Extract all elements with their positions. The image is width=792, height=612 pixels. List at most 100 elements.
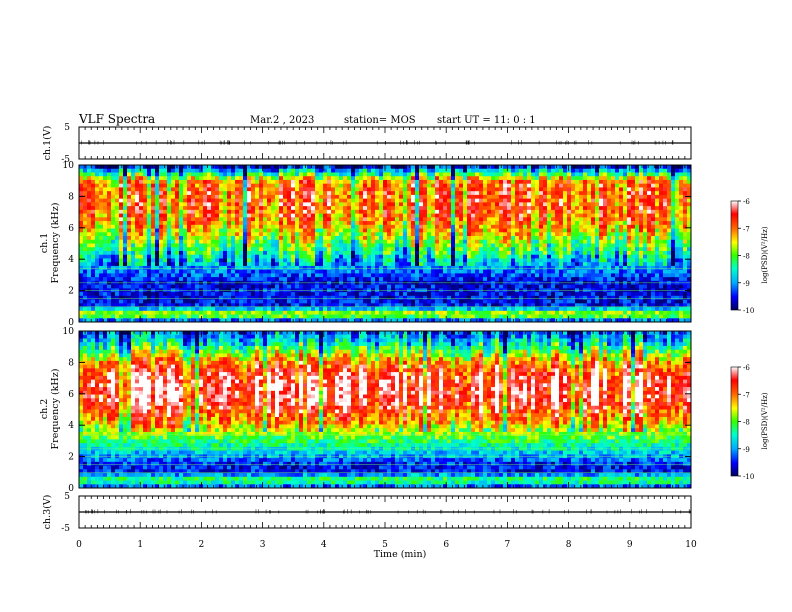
- spectrogram-ch1-cell: [531, 284, 536, 289]
- spectrogram-ch1-cell: [443, 239, 448, 244]
- spectrogram-ch1-cell: [247, 232, 252, 237]
- spectrogram-ch1-cell: [415, 239, 420, 244]
- spectrogram-ch1-cell: [371, 206, 376, 211]
- spectrogram-ch1-cell: [91, 277, 96, 282]
- spectrogram-ch1-cell: [119, 209, 124, 214]
- spectrogram-ch1-cell: [111, 265, 116, 271]
- spectrogram-ch1-cell: [87, 307, 92, 312]
- spectrogram-ch1-cell: [283, 277, 288, 282]
- spectrogram-ch1-cell: [535, 314, 540, 319]
- spectrogram-ch1-cell: [255, 187, 260, 192]
- spectrogram-ch1-cell: [391, 172, 396, 177]
- spectrogram-ch1-cell: [287, 187, 292, 192]
- spectrogram-ch1-cell: [543, 183, 548, 188]
- spectrogram-ch1-cell: [527, 172, 532, 177]
- spectrogram-ch1-cell: [239, 277, 244, 282]
- spectrogram-ch1-cell: [151, 310, 156, 315]
- spectrogram-ch1-cell: [263, 206, 268, 211]
- spectrogram-ch1-cell: [359, 277, 364, 282]
- spectrogram-ch1-cell: [299, 209, 304, 214]
- spectrogram-ch1-cell: [319, 318, 324, 322]
- spectrogram-ch1-cell: [235, 228, 240, 233]
- spectrogram-ch1-cell: [259, 292, 264, 297]
- spectrogram-ch1-cell: [431, 221, 436, 226]
- spectrogram-ch1-cell: [187, 265, 192, 271]
- spectrogram-ch1-cell: [179, 292, 184, 297]
- spectrogram-ch1-cell: [419, 243, 424, 248]
- spectrogram-ch1-cell: [427, 303, 432, 308]
- spectrogram-ch1-cell: [475, 191, 480, 196]
- spectrogram-ch1-cell: [119, 318, 124, 322]
- spectrogram-ch1-cell: [387, 250, 392, 256]
- spectrogram-ch1-cell: [467, 213, 472, 218]
- spectrogram-ch1-cell: [491, 217, 496, 222]
- spectrogram-ch1-cell: [291, 221, 296, 226]
- spectrogram-ch1-cell: [239, 172, 244, 177]
- spectrogram-ch1-cell: [343, 224, 348, 229]
- spectrogram-ch1-cell: [459, 206, 464, 211]
- spectrogram-ch1-cell: [471, 258, 476, 263]
- spectrogram-ch1-cell: [255, 191, 260, 196]
- spectrogram-ch1-cell: [199, 228, 204, 233]
- spectrogram-ch1-cell: [447, 277, 452, 282]
- spectrogram-ch1-cell: [515, 176, 520, 181]
- spectrogram-ch1-cell: [323, 236, 328, 241]
- spectrogram-ch1-cell: [299, 217, 304, 222]
- spectrogram-ch1-cell: [159, 269, 164, 274]
- spectrogram-ch1-cell: [531, 318, 536, 322]
- spectrogram-ch1-cell: [95, 213, 100, 218]
- spectrogram-ch1-cell: [215, 176, 220, 181]
- spectrogram-ch1-cell: [139, 310, 144, 315]
- spectrogram-ch1-cell: [415, 172, 420, 177]
- spectrogram-ch1-cell: [327, 191, 332, 196]
- spectrogram-ch1-cell: [299, 165, 304, 170]
- spectrogram-ch1-cell: [183, 258, 188, 263]
- spectrogram-ch1-cell: [443, 172, 448, 177]
- spectrogram-ch1-cell: [267, 194, 272, 200]
- spectrogram-ch1-cell: [463, 202, 468, 207]
- spectrogram-ch1-cell: [191, 307, 196, 312]
- spectrogram-ch1-cell: [103, 243, 108, 248]
- spectrogram-ch1-cell: [395, 284, 400, 289]
- spectrogram-ch1-cell: [243, 247, 248, 252]
- spectrogram-ch1-cell: [303, 262, 308, 267]
- spectrogram-ch1-cell: [435, 191, 440, 196]
- spectrogram-ch1-cell: [379, 310, 384, 315]
- spectrogram-ch1-cell: [231, 262, 236, 267]
- spectrogram-ch1-cell: [335, 228, 340, 233]
- spectrogram-ch1-cell: [263, 318, 268, 322]
- spectrogram-ch1-cell: [347, 258, 352, 263]
- spectrogram-ch1-cell: [219, 303, 224, 308]
- spectrogram-ch1-cell: [447, 183, 452, 188]
- spectrogram-ch1-cell: [515, 310, 520, 315]
- spectrogram-ch1-cell: [215, 265, 220, 271]
- spectrogram-ch1-cell: [419, 206, 424, 211]
- spectrogram-ch1-cell: [279, 303, 284, 308]
- spectrogram-ch1-cell: [331, 217, 336, 222]
- spectrogram-ch1-cell: [371, 209, 376, 214]
- spectrogram-ch1-cell: [399, 187, 404, 192]
- spectrogram-ch1-cell: [523, 165, 528, 170]
- spectrogram-ch1-cell: [235, 172, 240, 177]
- spectrogram-ch1-cell: [551, 221, 556, 226]
- spectrogram-ch1-cell: [395, 209, 400, 214]
- spectrogram-ch1-cell: [451, 310, 456, 315]
- spectrogram-ch1-cell: [491, 310, 496, 315]
- spectrogram-ch1-cell: [383, 295, 388, 300]
- spectrogram-ch1-cell: [315, 236, 320, 241]
- spectrogram-ch1-cell: [339, 187, 344, 192]
- spectrogram-ch1-cell: [311, 224, 316, 229]
- spectrogram-ch1-cell: [95, 224, 100, 229]
- spectrogram-ch1-cell: [495, 168, 500, 173]
- spectrogram-ch1-cell: [419, 217, 424, 222]
- spectrogram-ch1-cell: [159, 258, 164, 263]
- spectrogram-ch1-cell: [399, 265, 404, 271]
- spectrogram-ch1-cell: [399, 172, 404, 177]
- spectrogram-ch1-cell: [83, 247, 88, 252]
- spectrogram-ch1-cell: [495, 295, 500, 300]
- spectrogram-ch1-cell: [79, 273, 84, 278]
- spectrogram-ch1-cell: [319, 303, 324, 308]
- spectrogram-ch1-cell: [515, 168, 520, 173]
- spectrogram-ch1-cell: [355, 194, 360, 200]
- spectrogram-ch1-cell: [499, 224, 504, 229]
